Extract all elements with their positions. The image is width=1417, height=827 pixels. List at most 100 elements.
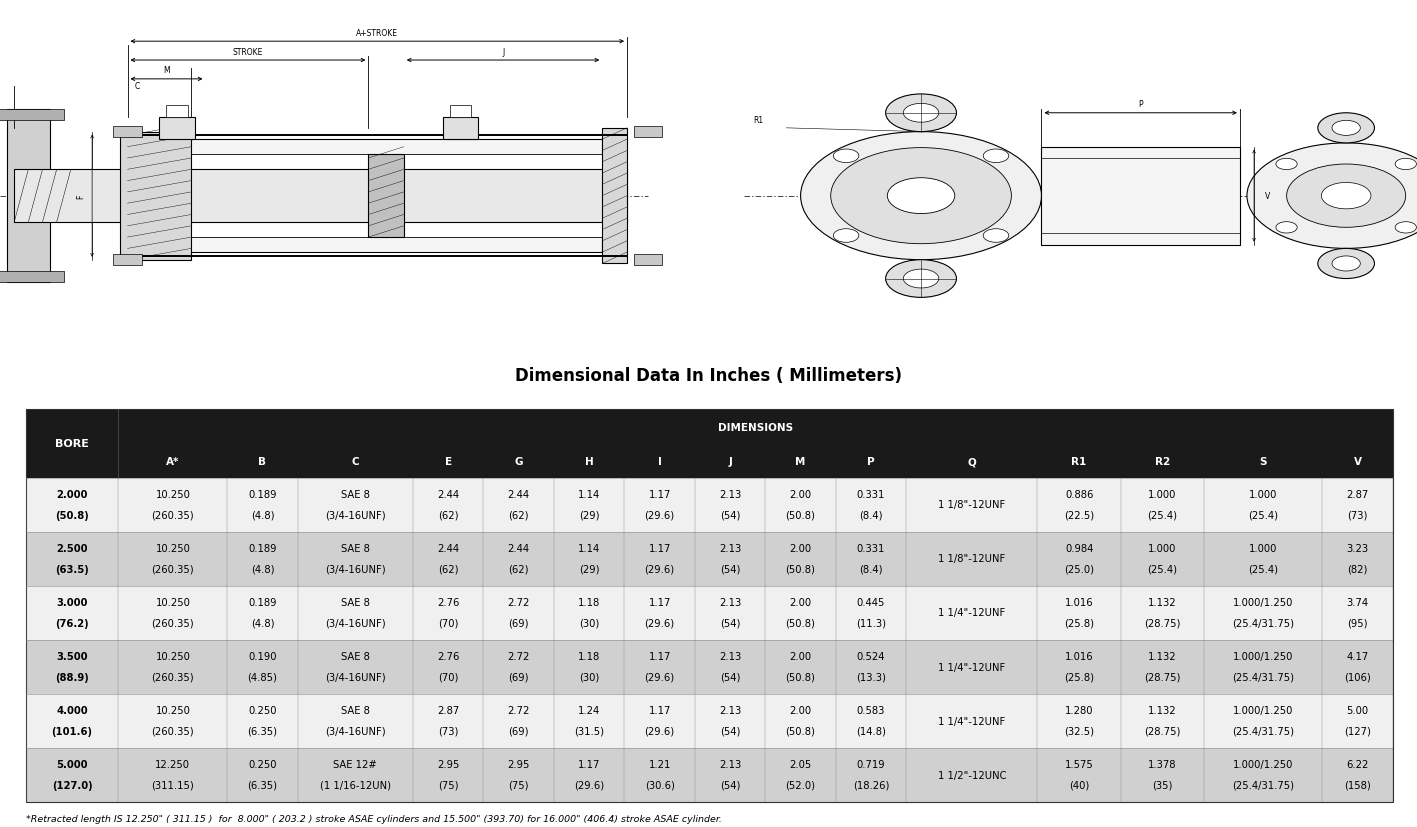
Text: B: B — [258, 457, 266, 466]
Bar — [26, 445, 1393, 478]
Text: V: V — [1264, 192, 1270, 201]
Text: (106): (106) — [1345, 672, 1372, 682]
Text: 2.13: 2.13 — [718, 759, 741, 769]
Text: (62): (62) — [438, 564, 459, 574]
Text: 1.000: 1.000 — [1148, 543, 1176, 553]
Bar — [26, 640, 1393, 694]
Text: H: H — [585, 457, 594, 466]
Text: (29.6): (29.6) — [574, 780, 604, 790]
Text: 0.984: 0.984 — [1066, 543, 1094, 553]
Text: (3/4-16UNF): (3/4-16UNF) — [324, 672, 385, 682]
Text: 0.583: 0.583 — [857, 705, 886, 715]
Text: R1: R1 — [752, 116, 764, 125]
Text: (25.8): (25.8) — [1064, 618, 1094, 628]
Text: 2.13: 2.13 — [718, 490, 741, 500]
Bar — [26, 748, 1393, 802]
Text: 2.76: 2.76 — [436, 597, 459, 608]
Text: 1.17: 1.17 — [578, 759, 601, 769]
Text: (63.5): (63.5) — [55, 564, 89, 574]
Text: 0.524: 0.524 — [857, 652, 886, 662]
Circle shape — [887, 179, 955, 214]
Bar — [602, 129, 628, 264]
Text: (54): (54) — [720, 672, 740, 682]
Circle shape — [983, 150, 1009, 164]
Circle shape — [983, 229, 1009, 243]
Text: 1.17: 1.17 — [649, 652, 670, 662]
Text: 2.87: 2.87 — [1346, 490, 1369, 500]
Text: SAE 8: SAE 8 — [341, 597, 370, 608]
Text: (13.3): (13.3) — [856, 672, 886, 682]
Text: (25.8): (25.8) — [1064, 672, 1094, 682]
Text: (62): (62) — [509, 564, 529, 574]
Text: (3/4-16UNF): (3/4-16UNF) — [324, 726, 385, 736]
Text: F: F — [77, 194, 85, 198]
Bar — [451, 106, 470, 117]
Text: (25.4/31.75): (25.4/31.75) — [1233, 618, 1294, 628]
Text: (25.4): (25.4) — [1148, 564, 1178, 574]
Text: (29): (29) — [580, 564, 599, 574]
Text: (4.8): (4.8) — [251, 618, 275, 628]
Text: (4.85): (4.85) — [248, 672, 278, 682]
Text: SAE 12#: SAE 12# — [333, 759, 377, 769]
Text: (260.35): (260.35) — [152, 618, 194, 628]
Text: 0.250: 0.250 — [248, 705, 276, 715]
Text: 2.72: 2.72 — [507, 652, 530, 662]
Text: BORE: BORE — [55, 439, 89, 449]
Text: 0.250: 0.250 — [248, 759, 276, 769]
Text: A+STROKE: A+STROKE — [356, 29, 398, 37]
Text: (3/4-16UNF): (3/4-16UNF) — [324, 510, 385, 520]
Text: 1.132: 1.132 — [1148, 597, 1176, 608]
Bar — [120, 132, 191, 261]
Circle shape — [1332, 256, 1360, 271]
Text: (6.35): (6.35) — [248, 726, 278, 736]
Text: 2.00: 2.00 — [789, 705, 812, 715]
Text: 0.719: 0.719 — [857, 759, 886, 769]
Text: (127.0): (127.0) — [51, 780, 92, 790]
Circle shape — [904, 104, 938, 123]
Circle shape — [1332, 121, 1360, 136]
Text: (25.4): (25.4) — [1148, 510, 1178, 520]
Text: (69): (69) — [509, 726, 529, 736]
Text: 1.000/1.250: 1.000/1.250 — [1233, 652, 1294, 662]
Text: (50.8): (50.8) — [785, 726, 815, 736]
Text: S: S — [1260, 457, 1267, 466]
Text: (70): (70) — [438, 618, 459, 628]
Text: (54): (54) — [720, 780, 740, 790]
Text: (311.15): (311.15) — [152, 780, 194, 790]
Text: SAE 8: SAE 8 — [341, 543, 370, 553]
Text: 1.21: 1.21 — [649, 759, 670, 769]
Text: 1.016: 1.016 — [1064, 652, 1094, 662]
Text: J: J — [728, 457, 733, 466]
Circle shape — [1275, 159, 1297, 170]
Text: E: E — [445, 457, 452, 466]
Text: 2.95: 2.95 — [436, 759, 459, 769]
Text: 2.87: 2.87 — [436, 705, 459, 715]
Text: Q: Q — [968, 457, 976, 466]
Text: 1.17: 1.17 — [649, 597, 670, 608]
Text: (18.26): (18.26) — [853, 780, 888, 790]
Text: 2.13: 2.13 — [718, 652, 741, 662]
Text: 2.00: 2.00 — [789, 490, 812, 500]
Text: (30): (30) — [580, 618, 599, 628]
Text: (28.75): (28.75) — [1144, 726, 1180, 736]
Text: 2.44: 2.44 — [507, 543, 530, 553]
Text: *Retracted length IS 12.250" ( 311.15 )  for  8.000" ( 203.2 ) stroke ASAE cylin: *Retracted length IS 12.250" ( 311.15 ) … — [26, 814, 721, 823]
Text: 1.575: 1.575 — [1064, 759, 1094, 769]
Text: 1.18: 1.18 — [578, 652, 601, 662]
Text: 0.331: 0.331 — [857, 543, 886, 553]
Bar — [26, 586, 1393, 640]
Text: 1.132: 1.132 — [1148, 652, 1176, 662]
Text: C: C — [351, 457, 359, 466]
Text: 4.17: 4.17 — [1346, 652, 1369, 662]
Text: (54): (54) — [720, 564, 740, 574]
Text: 1 1/4"-12UNF: 1 1/4"-12UNF — [938, 608, 1006, 618]
Text: (73): (73) — [438, 726, 459, 736]
Text: 1.24: 1.24 — [578, 705, 601, 715]
Text: 0.190: 0.190 — [248, 652, 276, 662]
Text: (28.75): (28.75) — [1144, 618, 1180, 628]
Text: 0.189: 0.189 — [248, 543, 276, 553]
Bar — [26, 478, 1393, 533]
Text: 0.886: 0.886 — [1066, 490, 1094, 500]
Circle shape — [904, 270, 938, 289]
Text: (50.8): (50.8) — [785, 672, 815, 682]
